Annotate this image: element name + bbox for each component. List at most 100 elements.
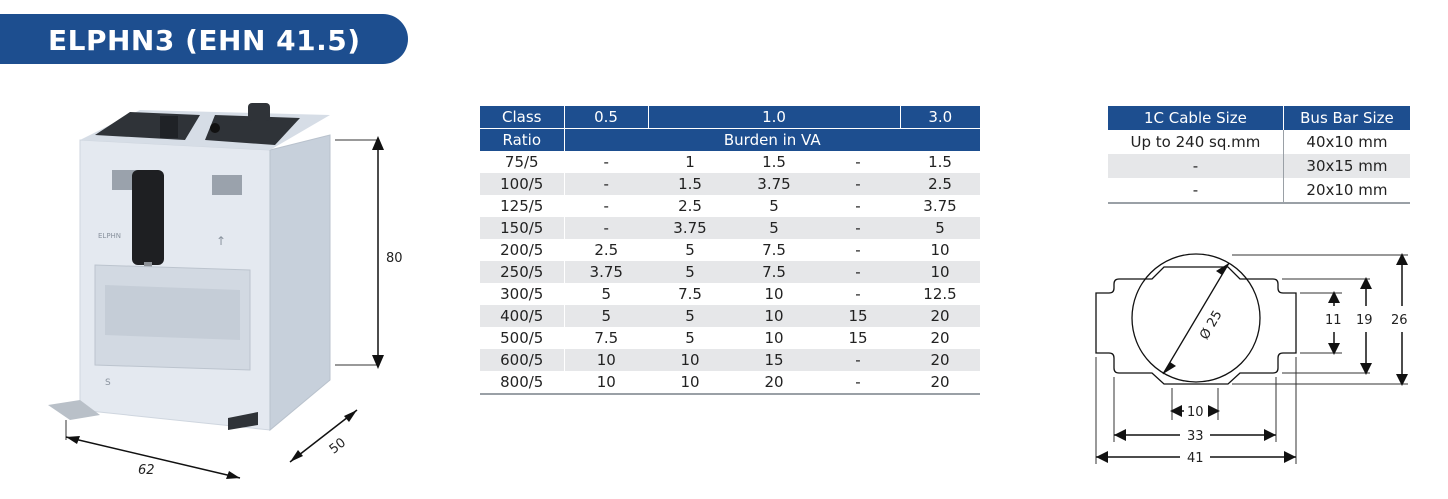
cable-size-cell: Up to 240 sq.mm [1108,130,1284,154]
busbar-size-cell: 30x15 mm [1306,157,1388,175]
table-row: 600/5 10 10 15 - 20 [480,349,980,371]
burden-cell: - [855,351,861,369]
table-row: 75/5 - 1 1.5 - 1.5 [480,151,980,173]
dim-diameter: Ø 25 [1197,308,1225,342]
burden-cell: 20 [930,373,950,391]
burden-cell: 5 [769,219,779,237]
burden-cell: 3.75 [757,175,791,193]
burden-cell: 7.5 [594,329,619,347]
burden-cell: 10 [596,351,616,369]
burden-cell: 1.5 [762,153,786,171]
cable-header-row: 1C Cable Size Bus Bar Size [1108,106,1410,130]
burden-cell: 5 [601,285,612,303]
burden-cell: 20 [930,307,950,325]
burden-cell: 1 [685,153,695,171]
ratio-cell: 250/5 [480,261,565,283]
header-burden: Burden in VA [564,128,980,151]
header-class-30: 3.0 [928,108,953,126]
dim-height: 80 [386,251,403,266]
burden-cell: - [603,219,609,237]
burden-cell: 10 [764,329,784,347]
burden-cell: 20 [930,329,950,347]
dim-w-outer: 41 [1187,451,1204,466]
dim-h-inner: 11 [1325,313,1342,328]
table-row: 125/5 - 2.5 5 - 3.75 [480,195,980,217]
burden-cell: - [603,153,609,171]
burden-cell: - [855,263,861,281]
busbar-size-cell: 40x10 mm [1306,133,1388,151]
dim-h-mid: 19 [1356,313,1373,328]
burden-cell: 1.5 [678,175,702,193]
ratio-cell: 800/5 [480,371,565,394]
product-title: ELPHN3 (EHN 41.5) [48,24,361,57]
burden-cell: 15 [848,329,868,347]
burden-cell: - [855,153,861,171]
burden-cell: 10 [930,241,950,259]
burden-cell: 10 [680,351,700,369]
burden-cell: 5 [685,241,695,259]
ratio-cell: 75/5 [480,151,565,173]
burden-subheader-row: Ratio Burden in VA [480,128,980,151]
burden-cell: 1.5 [928,153,952,171]
cable-size-table: 1C Cable Size Bus Bar Size Up to 240 sq.… [1108,106,1410,204]
dim-w-inner: 10 [1187,405,1204,420]
burden-cell: - [855,373,861,391]
burden-table: Class 0.5 1.0 3.0 Ratio Burden in VA 75/… [480,106,980,395]
cert-logo: S [105,378,111,388]
burden-cell: - [855,241,861,259]
product-illustration: ELPHN ↑ S 80 62 50 [48,103,403,479]
burden-header-row: Class 0.5 1.0 3.0 [480,106,980,129]
burden-cell: 2.5 [928,175,952,193]
burden-cell: - [603,175,609,193]
ratio-cell: 600/5 [480,349,565,371]
table-row: 300/5 5 7.5 10 - 12.5 [480,283,980,305]
dim-width: 62 [138,463,155,478]
aperture-drawing: Ø 25 11 19 26 10 33 41 [1095,253,1408,466]
cable-size-cell: - [1108,154,1284,178]
ratio-cell: 100/5 [480,173,565,195]
burden-cell: 3.75 [673,219,707,237]
burden-cell: - [855,175,861,193]
burden-cell: 12.5 [923,285,957,303]
burden-cell: 7.5 [762,263,786,281]
dim-w-mid: 33 [1187,429,1204,444]
burden-cell: 2.5 [594,241,619,259]
burden-cell: - [603,197,609,215]
header-class-05: 0.5 [564,106,649,129]
burden-cell: 5 [769,197,779,215]
burden-cell: 5 [685,263,695,281]
table-row: Up to 240 sq.mm 40x10 mm [1108,130,1410,154]
dim-h-outer: 26 [1391,313,1408,328]
table-row: 500/5 7.5 5 10 15 20 [480,327,980,349]
ratio-cell: 200/5 [480,239,565,261]
burden-cell: 20 [764,373,784,391]
burden-cell: 10 [764,307,784,325]
burden-cell: - [855,197,861,215]
table-row: 250/5 3.75 5 7.5 - 10 [480,261,980,283]
table-row: - 30x15 mm [1108,154,1410,178]
burden-cell: 7.5 [678,285,702,303]
ratio-cell: 125/5 [480,195,565,217]
burden-cell: 10 [764,285,784,303]
table-row: 100/5 - 1.5 3.75 - 2.5 [480,173,980,195]
burden-cell: 5 [935,219,945,237]
ratio-cell: 150/5 [480,217,565,239]
header-cable-size: 1C Cable Size [1108,106,1284,130]
burden-cell: 20 [930,351,950,369]
table-row: 400/5 5 5 10 15 20 [480,305,980,327]
ratio-cell: 300/5 [480,283,565,305]
ratio-cell: 500/5 [480,327,565,349]
burden-cell: 3.75 [589,263,623,281]
header-ratio: Ratio [480,128,565,151]
burden-cell: 7.5 [762,241,786,259]
burden-cell: 10 [596,373,616,391]
busbar-size-cell: 20x10 mm [1306,181,1388,199]
header-class: Class [480,106,565,129]
burden-cell: 5 [601,307,612,325]
burden-cell: 5 [685,307,695,325]
header-class-10: 1.0 [648,106,901,129]
burden-cell: 15 [848,307,868,325]
brand-label: ELPHN [98,232,121,240]
table-row: 150/5 - 3.75 5 - 5 [480,217,980,239]
table-row: - 20x10 mm [1108,178,1410,203]
